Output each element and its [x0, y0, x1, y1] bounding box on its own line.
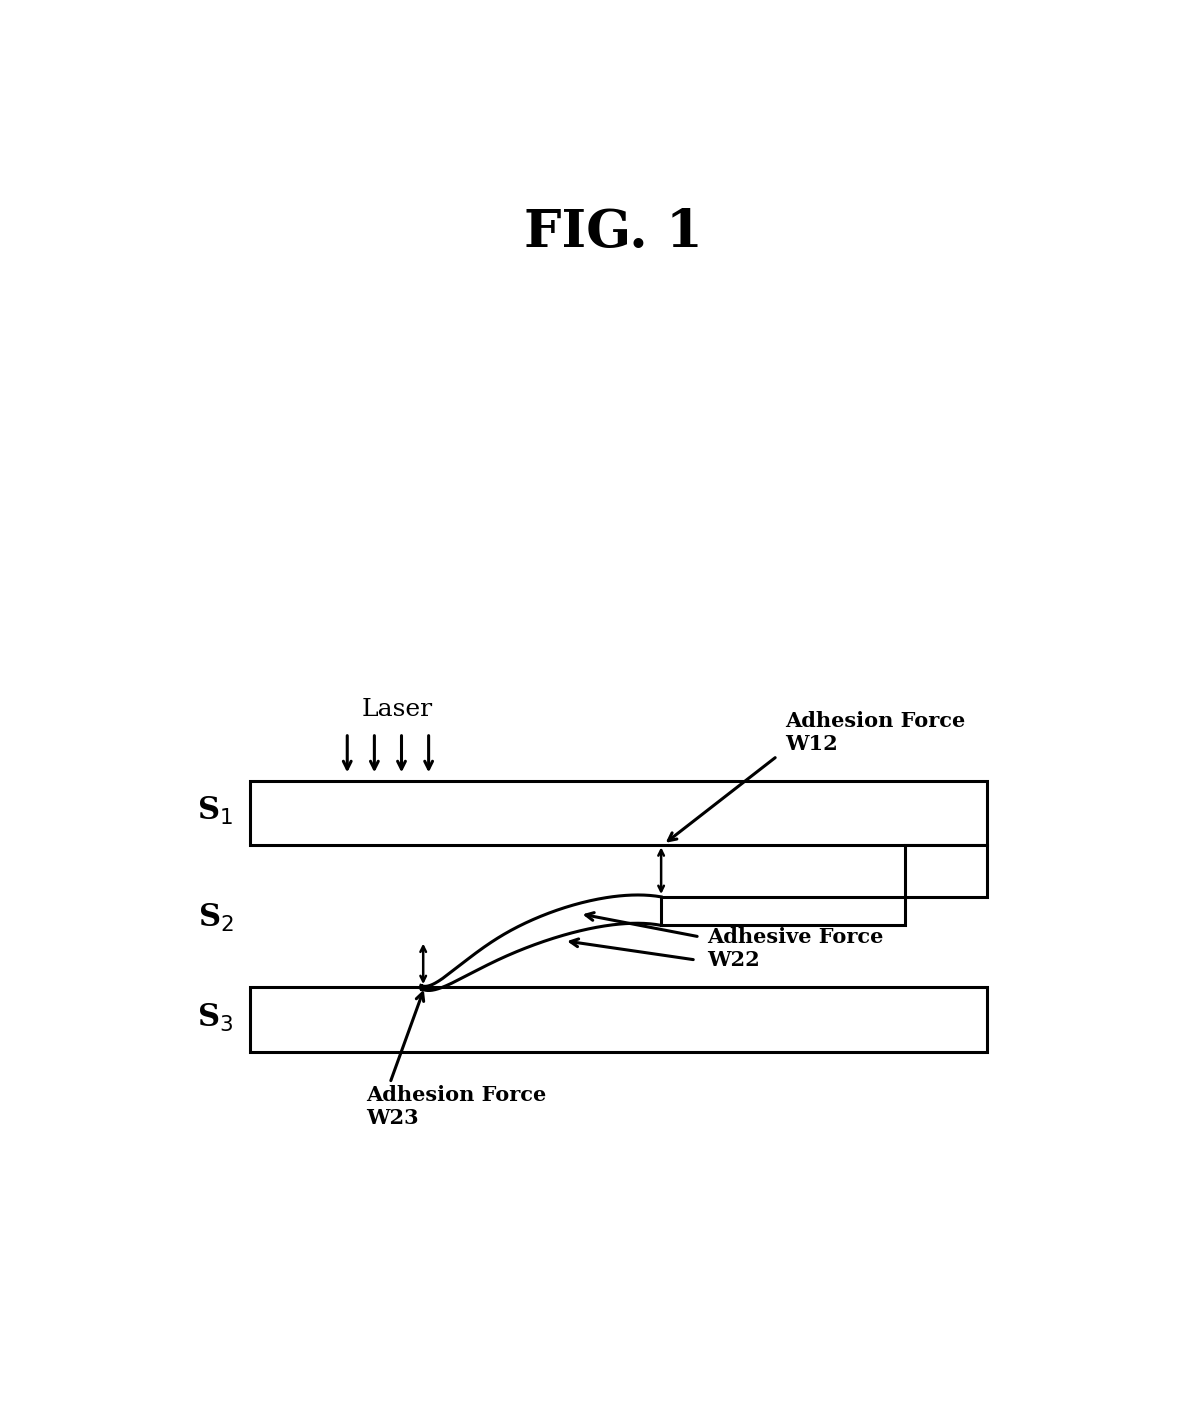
- Text: Adhesion Force
W12: Adhesion Force W12: [785, 712, 965, 754]
- Bar: [250, 781, 986, 844]
- Text: S$_3$: S$_3$: [198, 1002, 233, 1035]
- Text: Adhesion Force
W23: Adhesion Force W23: [366, 1084, 547, 1128]
- Text: S$_1$: S$_1$: [198, 795, 233, 827]
- Text: FIG. 1: FIG. 1: [524, 206, 703, 258]
- Text: S$_2$: S$_2$: [198, 902, 233, 933]
- Bar: [250, 988, 986, 1053]
- Text: Adhesive Force
W22: Adhesive Force W22: [707, 926, 885, 970]
- Bar: [661, 896, 905, 925]
- Bar: [905, 844, 986, 896]
- Text: Laser: Laser: [361, 699, 433, 721]
